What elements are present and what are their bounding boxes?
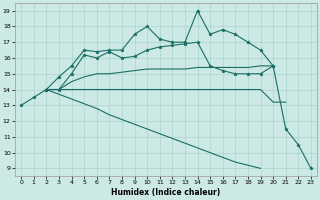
X-axis label: Humidex (Indice chaleur): Humidex (Indice chaleur): [111, 188, 221, 197]
